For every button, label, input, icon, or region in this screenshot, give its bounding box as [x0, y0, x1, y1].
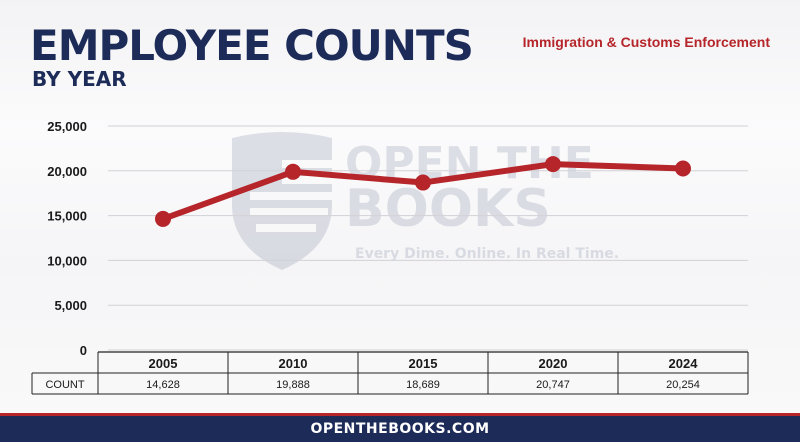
- line-chart: OPEN THE BOOKS Every Dime. Online. In Re…: [31, 119, 749, 395]
- data-value-label: 19,888: [276, 379, 310, 391]
- watermark-logo: OPEN THE BOOKS Every Dime. Online. In Re…: [232, 132, 619, 270]
- x-tick-label: 2024: [669, 356, 699, 371]
- gridlines: [108, 125, 748, 351]
- agency-name: Immigration & Customs Enforcement: [522, 34, 770, 50]
- data-point: [285, 163, 301, 180]
- x-tick-label: 2010: [279, 356, 308, 371]
- footer-website[interactable]: OPENTHEBOOKS.COM: [310, 421, 490, 437]
- chart-title: EMPLOYEE COUNTS: [30, 21, 474, 70]
- data-table: COUNT 2005 14,628 2010 19,888 2015 18,689 2020 2…: [31, 351, 749, 395]
- watermark-line2: BOOKS: [345, 179, 551, 239]
- data-point: [675, 160, 691, 177]
- y-tick-label: 15,000: [47, 209, 87, 224]
- data-value-label: 14,628: [146, 379, 180, 391]
- watermark-tagline: Every Dime. Online. In Real Time.: [355, 246, 619, 262]
- y-tick-label: 25,000: [47, 119, 87, 134]
- data-point: [415, 174, 431, 191]
- y-tick-label: 10,000: [47, 253, 87, 268]
- data-value-label: 20,254: [666, 379, 700, 391]
- data-value-label: 18,689: [406, 379, 440, 391]
- shield-icon: [232, 132, 332, 270]
- row-label-count: COUNT: [45, 379, 84, 391]
- x-tick-label: 2020: [539, 356, 568, 371]
- y-tick-label: 20,000: [47, 164, 87, 179]
- data-point: [545, 156, 561, 173]
- footer-accent-bar: [0, 413, 800, 416]
- data-value-label: 20,747: [536, 379, 570, 391]
- series-line: [155, 156, 691, 227]
- x-tick-label: 2015: [409, 356, 438, 371]
- data-point: [155, 210, 171, 227]
- y-tick-label: 0: [80, 343, 87, 358]
- chart-subtitle: BY YEAR: [32, 67, 127, 91]
- y-tick-label: 5,000: [54, 298, 87, 313]
- y-axis-ticks: 0 5,000 10,000 15,000 20,000 25,000: [47, 119, 87, 358]
- x-tick-label: 2005: [149, 356, 178, 371]
- footer-bar: OPENTHEBOOKS.COM: [0, 416, 800, 442]
